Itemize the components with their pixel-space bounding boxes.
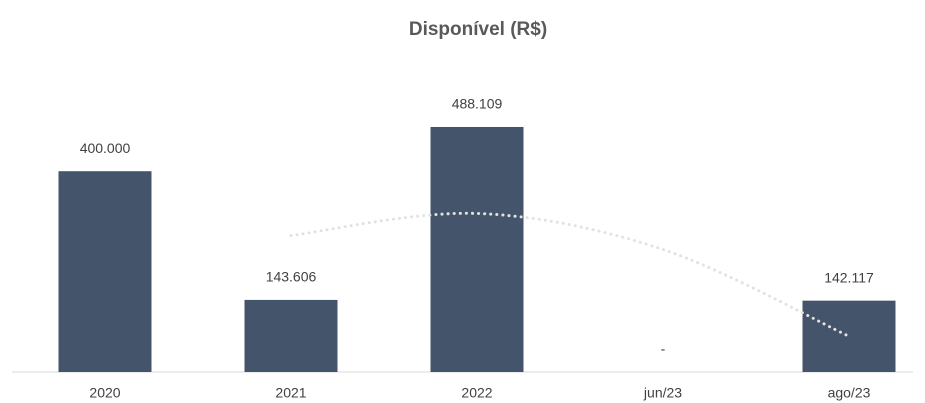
bar [58,171,152,372]
data-label: 142.117 [824,269,874,285]
x-tick-label: jun/23 [643,385,682,401]
data-label: 488.109 [452,96,503,112]
data-label: 400.000 [80,140,131,156]
bar [430,126,524,372]
x-tick-label: 2020 [89,385,120,401]
data-label: 143.606 [266,269,317,285]
bar [802,300,896,372]
x-tick-label: 2022 [461,385,492,401]
trendline [289,211,851,338]
bar [244,299,338,372]
x-tick-label: ago/23 [828,385,871,401]
data-label: - [661,341,666,357]
x-tick-label: 2021 [275,385,306,401]
chart-title: Disponível (R$) [409,19,547,40]
